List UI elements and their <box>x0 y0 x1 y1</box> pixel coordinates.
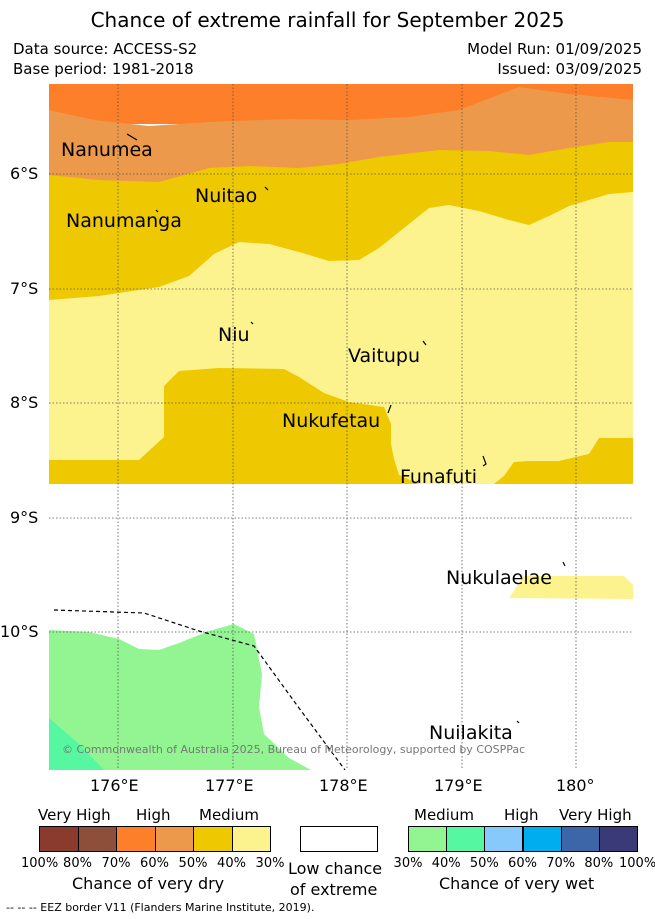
legend-dry-very-high: Very High <box>38 806 111 824</box>
label-nuitao: Nuitao <box>195 185 258 207</box>
lon-label-179e: 179°E <box>434 776 483 795</box>
label-nuilakita: Nuilakita <box>429 722 513 744</box>
legend-low-line2: of extreme <box>290 880 378 899</box>
model-run: Model Run: 01/09/2025 <box>467 40 642 58</box>
grid-lines <box>49 84 633 770</box>
label-nukufetau: Nukufetau <box>282 410 381 432</box>
lat-label-7s: 7°S <box>10 279 39 298</box>
legend-wet-tick-label: 40% <box>431 856 461 871</box>
data-source: Data source: ACCESS-S2 <box>13 40 198 58</box>
legend-wet-very-high: Very High <box>559 806 632 824</box>
legend-dry-swatch <box>116 826 156 852</box>
issued-date: Issued: 03/09/2025 <box>497 60 642 78</box>
label-niu: Niu <box>218 324 250 346</box>
label-funafuti: Funafuti <box>400 466 478 488</box>
label-nanumea: Nanumea <box>61 139 153 161</box>
island-vaitupu <box>422 340 427 346</box>
eez-border <box>53 609 346 770</box>
base-period: Base period: 1981-2018 <box>13 60 194 78</box>
island-nanumea <box>126 133 138 141</box>
island-niu <box>250 321 254 325</box>
legend-wet-tick-label: 100% <box>619 856 655 871</box>
lon-label-176e: 176°E <box>90 776 139 795</box>
legend-dry-swatch <box>154 826 194 852</box>
label-nukulaelae: Nukulaelae <box>446 567 552 589</box>
legend-wet-tick-label: 50% <box>469 856 499 871</box>
legend-dry-swatch <box>193 826 233 852</box>
island-nukufetau <box>387 404 392 414</box>
legend-low-line1: Low chance <box>288 859 383 878</box>
legend-low-swatch <box>300 826 378 852</box>
island-nukulaelae <box>562 561 566 567</box>
legend-dry-tick-label: 80% <box>63 856 92 871</box>
island-nuitao <box>264 186 269 191</box>
legend-wet-swatch <box>560 826 600 852</box>
island-nuilakita <box>516 720 520 724</box>
region-dry-40-south <box>509 576 633 599</box>
lat-label-9s: 9°S <box>10 508 39 527</box>
copyright-notice: © Commonwealth of Australia 2025, Bureau… <box>62 743 526 756</box>
legend-wet-tick-label: 60% <box>508 856 537 871</box>
legend-dry-swatch <box>77 826 117 852</box>
legend-dry-tick-label: 30% <box>255 856 285 871</box>
legend-wet-swatch <box>484 826 524 852</box>
legend-dry-high: High <box>136 806 171 824</box>
legend-dry-tick-label: 40% <box>217 856 246 871</box>
legend-dry-swatch <box>231 826 271 852</box>
rainfall-map <box>49 84 633 770</box>
region-wet-40 <box>49 718 104 770</box>
chart-title: Chance of extreme rainfall for September… <box>90 8 565 32</box>
lat-label-6s: 6°S <box>10 164 39 183</box>
legend-wet-high: High <box>504 806 539 824</box>
legend-dry-tick-label: 100% <box>21 856 59 871</box>
legend-wet-tick-label: 30% <box>393 856 423 871</box>
region-dry-40 <box>49 192 633 484</box>
legend-dry-tick-label: 70% <box>101 856 131 871</box>
lon-label-180: 180° <box>556 776 595 795</box>
legend-dry-tick-label: 50% <box>178 856 208 871</box>
legend-wet-swatch <box>598 826 638 852</box>
legend-wet-medium: Medium <box>414 806 474 824</box>
legend-dry-swatch <box>39 826 79 852</box>
legend-dry-tick-label: 60% <box>140 856 169 871</box>
legend-wet-swatch <box>408 826 448 852</box>
lat-label-10s: 10°S <box>0 622 39 641</box>
lon-label-178e: 178°E <box>319 776 368 795</box>
island-funafuti <box>482 455 487 467</box>
island-nanumanga <box>155 209 159 213</box>
legend-wet-swatch <box>522 826 562 852</box>
islands <box>126 133 566 724</box>
legend-dry-medium: Medium <box>199 806 259 824</box>
eez-footer-note: -- -- -- EEZ border V11 (Flanders Marine… <box>6 901 315 914</box>
label-nanumanga: Nanumanga <box>66 210 182 232</box>
legend-dry-title: Chance of very dry <box>72 874 225 893</box>
lon-label-177e: 177°E <box>205 776 254 795</box>
legend-wet-tick-label: 70% <box>546 856 576 871</box>
legend-wet-swatch <box>446 826 486 852</box>
legend-wet-title: Chance of very wet <box>439 874 595 893</box>
label-vaitupu: Vaitupu <box>348 345 421 367</box>
lat-label-8s: 8°S <box>10 393 39 412</box>
region-wet-30 <box>49 624 311 770</box>
legend-wet-tick-label: 80% <box>584 856 614 871</box>
